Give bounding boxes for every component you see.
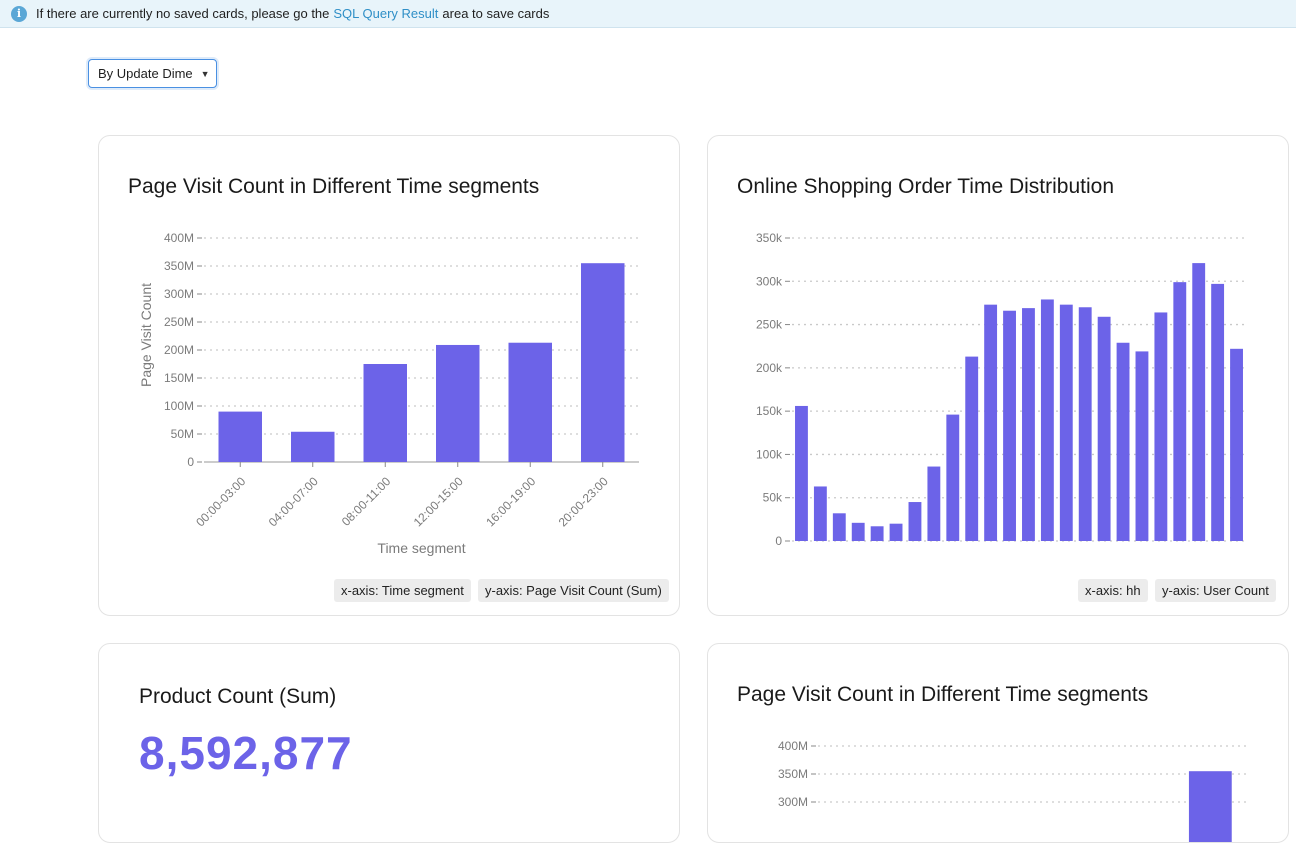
chart-card-page-visits: Page Visit Count in Different Time segme… bbox=[98, 135, 680, 616]
bar[interactable] bbox=[218, 411, 263, 462]
y-axis-title: Page Visit Count bbox=[138, 283, 154, 387]
bar[interactable] bbox=[291, 431, 335, 462]
y-tick-label: 350M bbox=[164, 259, 194, 273]
y-tick-label: 400M bbox=[778, 739, 808, 753]
y-tick-label: 0 bbox=[775, 534, 782, 548]
y-tick-label: 350k bbox=[756, 231, 783, 245]
bar[interactable] bbox=[1230, 348, 1243, 541]
chart-card-page-visits-2: Page Visit Count in Different Time segme… bbox=[707, 643, 1289, 843]
y-tick-label: 200k bbox=[756, 361, 783, 375]
y-tick-label: 100k bbox=[756, 447, 783, 461]
bar[interactable] bbox=[851, 522, 865, 541]
bar[interactable] bbox=[795, 405, 808, 541]
bar[interactable] bbox=[965, 356, 979, 541]
x-axis-tag[interactable]: x-axis: hh bbox=[1078, 579, 1148, 602]
bar[interactable] bbox=[1116, 342, 1130, 541]
bar[interactable] bbox=[908, 502, 922, 541]
bar[interactable] bbox=[1192, 263, 1206, 541]
y-tick-label: 50M bbox=[171, 427, 194, 441]
x-tick-label: 08:00-11:00 bbox=[339, 474, 394, 529]
y-tick-label: 50k bbox=[763, 491, 783, 505]
bar[interactable] bbox=[1003, 310, 1016, 541]
bar[interactable] bbox=[1097, 316, 1111, 541]
y-axis-tag[interactable]: y-axis: User Count bbox=[1155, 579, 1276, 602]
banner-text-after: area to save cards bbox=[442, 6, 550, 21]
x-tick-label: 16:00-19:00 bbox=[483, 474, 538, 529]
sort-selector-label: By Update Dime bbox=[98, 66, 193, 81]
metric-value: 8,592,877 bbox=[139, 727, 353, 779]
y-tick-label: 400M bbox=[164, 231, 194, 245]
bar[interactable] bbox=[1040, 299, 1054, 541]
bar[interactable] bbox=[508, 342, 553, 462]
bar[interactable] bbox=[984, 304, 998, 541]
bar[interactable] bbox=[1211, 283, 1225, 541]
sql-query-result-link[interactable]: SQL Query Result bbox=[333, 6, 439, 21]
info-banner: i If there are currently no saved cards,… bbox=[0, 0, 1296, 28]
bar[interactable] bbox=[813, 486, 827, 541]
page-visit-bar-chart: 0 50M 100M 150M 200M 250M 300M 350M 400M 00:00-03… bbox=[138, 231, 639, 556]
card-title: Page Visit Count in Different Time segme… bbox=[737, 683, 1149, 706]
chart-card-order-time: Online Shopping Order Time Distribution … bbox=[707, 135, 1289, 616]
bar[interactable] bbox=[363, 364, 408, 462]
y-tick-label: 250M bbox=[164, 315, 194, 329]
bar[interactable] bbox=[1135, 351, 1149, 541]
bar[interactable] bbox=[1059, 304, 1073, 541]
card-title: Product Count (Sum) bbox=[139, 685, 337, 708]
y-tick-label: 300M bbox=[164, 287, 194, 301]
sort-selector[interactable]: By Update Dime ▼ bbox=[88, 59, 217, 88]
bar[interactable] bbox=[927, 466, 941, 541]
order-time-bar-chart: 0 50k 100k 150k 200k 250k 300k 350k bbox=[756, 231, 1246, 548]
y-tick-label: 200M bbox=[164, 343, 194, 357]
y-tick-label: 350M bbox=[778, 767, 808, 781]
bar[interactable] bbox=[1078, 307, 1092, 541]
banner-text-before: If there are currently no saved cards, p… bbox=[36, 6, 330, 21]
y-tick-label: 150k bbox=[756, 404, 783, 418]
x-axis-title: Time segment bbox=[377, 540, 465, 556]
bar[interactable] bbox=[889, 523, 903, 541]
card-title: Page Visit Count in Different Time segme… bbox=[128, 175, 540, 198]
y-tick-label: 300M bbox=[778, 795, 808, 809]
bar[interactable] bbox=[1022, 308, 1035, 541]
y-tick-label: 150M bbox=[164, 371, 194, 385]
x-tick-label: 12:00-15:00 bbox=[411, 474, 466, 529]
y-tick-label: 250k bbox=[756, 318, 783, 332]
y-axis-tag[interactable]: y-axis: Page Visit Count (Sum) bbox=[478, 579, 669, 602]
y-tick-label: 100M bbox=[164, 399, 194, 413]
x-tick-label: 00:00-03:00 bbox=[193, 474, 248, 529]
card-title: Online Shopping Order Time Distribution bbox=[737, 175, 1115, 198]
bar[interactable] bbox=[1173, 282, 1187, 541]
page-visit-bar-chart-2: 300M 350M 400M bbox=[778, 739, 1246, 843]
bar[interactable] bbox=[581, 263, 625, 462]
x-tick-label: 20:00-23:00 bbox=[556, 474, 611, 529]
bar[interactable] bbox=[832, 513, 846, 541]
bar[interactable] bbox=[946, 414, 960, 541]
x-tick-label: 04:00-07:00 bbox=[266, 474, 321, 529]
metric-card-product-count: Product Count (Sum) 8,592,877 bbox=[98, 643, 680, 843]
caret-down-icon: ▼ bbox=[200, 68, 210, 79]
info-icon: i bbox=[11, 5, 27, 22]
bar[interactable] bbox=[436, 344, 480, 462]
bar[interactable] bbox=[870, 526, 884, 541]
bar[interactable] bbox=[1154, 312, 1168, 541]
y-tick-label: 300k bbox=[756, 274, 783, 288]
x-axis-tag[interactable]: x-axis: Time segment bbox=[334, 579, 471, 602]
y-tick-label: 0 bbox=[187, 455, 194, 469]
bar[interactable] bbox=[1188, 771, 1232, 843]
